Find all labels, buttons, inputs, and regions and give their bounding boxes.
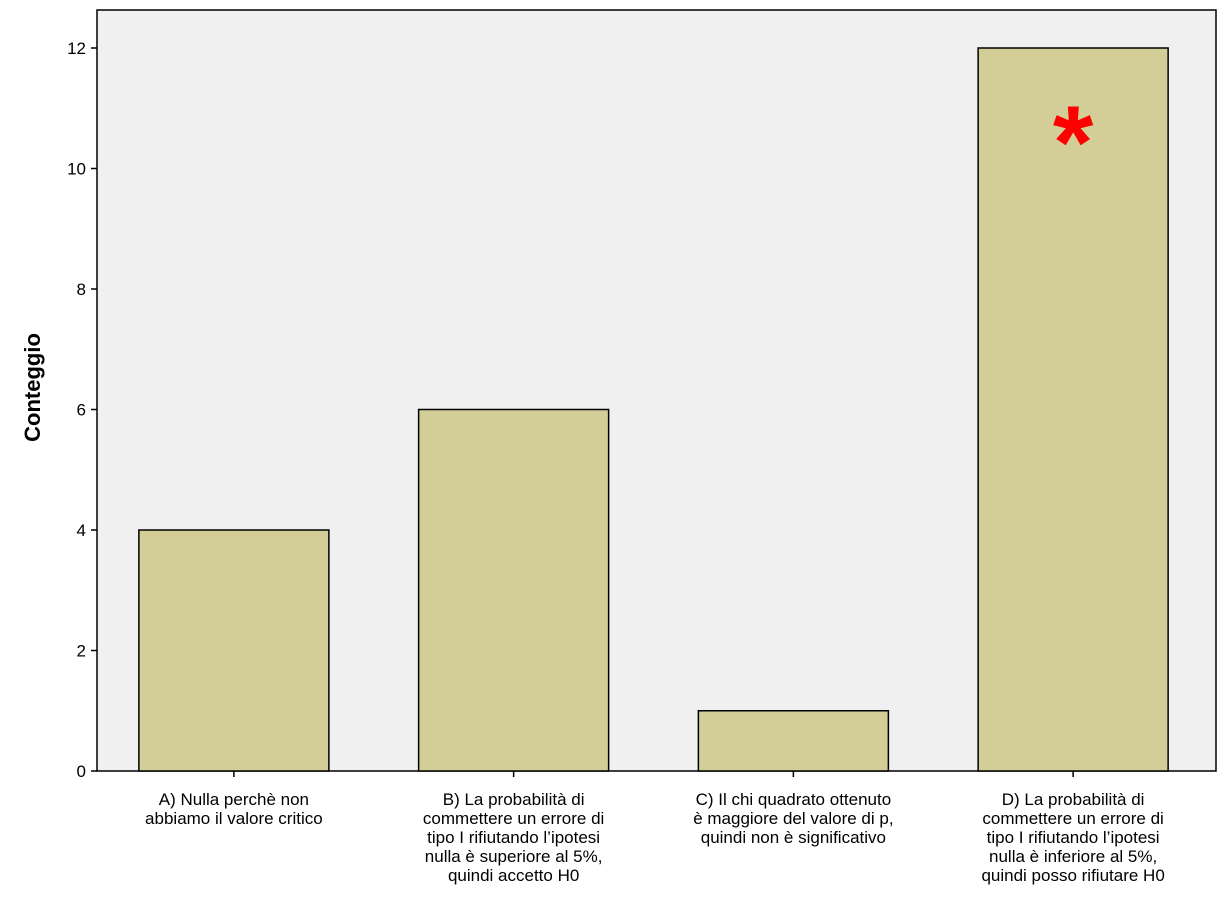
x-category-label-line: tipo I rifiutando l’ipotesi — [427, 828, 600, 847]
x-category-label-line: tipo I rifiutando l’ipotesi — [987, 828, 1160, 847]
x-category-label-line: D) La probabilità di — [1002, 790, 1145, 809]
x-category-label-line: quindi posso rifiutare H0 — [981, 866, 1164, 885]
x-category-label: C) Il chi quadrato ottenuto è maggiore de… — [693, 790, 893, 847]
x-category-label-line: nulla è inferiore al 5%, — [989, 847, 1157, 866]
x-category-label-line: commettere un errore di — [423, 809, 604, 828]
y-tick-label: 6 — [77, 401, 86, 420]
x-category-label-line: quindi accetto H0 — [448, 866, 579, 885]
x-category-label-line: nulla è superiore al 5%, — [425, 847, 603, 866]
y-axis: 0 2 4 6 8 10 12 — [67, 39, 97, 781]
bar-b — [417, 408, 610, 772]
y-tick-label: 0 — [77, 762, 86, 781]
x-category-label-line: C) Il chi quadrato ottenuto — [696, 790, 892, 809]
correct-answer-marker: * — [1053, 85, 1094, 201]
x-category-label: B) La probabilità di commettere un errore… — [423, 790, 604, 885]
bars-group — [138, 47, 1169, 772]
y-axis-label: Conteggio — [20, 333, 45, 442]
x-category-label-line: quindi non è significativo — [701, 828, 886, 847]
x-category-label-line: abbiamo il valore critico — [145, 809, 323, 828]
y-tick-label: 4 — [77, 521, 86, 540]
y-tick-label: 10 — [67, 160, 86, 179]
bar-d — [977, 47, 1169, 772]
y-tick-label: 8 — [77, 280, 86, 299]
x-axis: A) Nulla perchè non abbiamo il valore cri… — [145, 771, 1165, 885]
bar-a — [138, 529, 330, 772]
x-category-label-line: commettere un errore di — [982, 809, 1163, 828]
y-tick-label: 2 — [77, 642, 86, 661]
x-category-label: D) La probabilità di commettere un errore… — [981, 790, 1164, 885]
x-category-label-line: A) Nulla perchè non — [159, 790, 309, 809]
x-category-label: A) Nulla perchè non abbiamo il valore cri… — [145, 790, 323, 828]
x-category-label-line: è maggiore del valore di p, — [693, 809, 893, 828]
y-tick-label: 12 — [67, 39, 86, 58]
x-category-label-line: B) La probabilità di — [443, 790, 585, 809]
bar-c — [697, 710, 890, 772]
